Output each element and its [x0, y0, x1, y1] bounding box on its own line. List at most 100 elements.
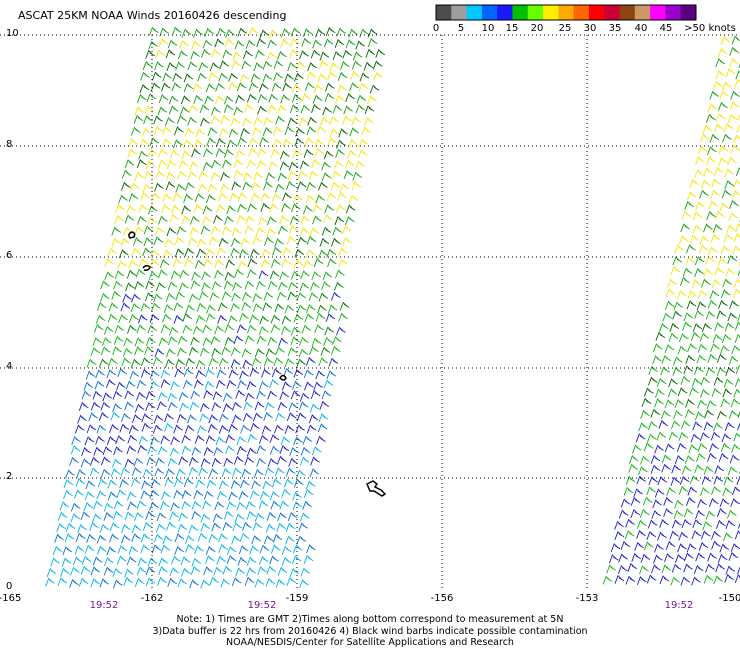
wind-barb: [198, 170, 209, 180]
wind-barb: [140, 544, 151, 554]
wind-barb: [280, 38, 290, 48]
wind-barb: [728, 551, 739, 561]
wind-barb: [276, 50, 287, 60]
wind-barb: [711, 279, 722, 289]
wind-barb: [308, 292, 319, 302]
wind-barb: [363, 117, 374, 127]
wind-barb: [261, 425, 272, 435]
wind-barb: [108, 357, 118, 367]
wind-barb: [287, 511, 298, 521]
wind-barb: [148, 271, 159, 281]
wind-barb: [184, 424, 195, 434]
wind-barb: [232, 414, 242, 424]
wind-barb: [190, 390, 201, 400]
wind-barb: [84, 436, 95, 446]
wind-barb: [153, 115, 163, 125]
wind-barb: [178, 512, 189, 522]
wind-barb: [670, 576, 681, 586]
wind-barb: [70, 502, 81, 512]
wind-barb: [334, 215, 345, 225]
wind-barb: [699, 332, 710, 342]
wind-barb: [159, 27, 170, 37]
wind-barb: [709, 290, 720, 300]
wind-barb: [365, 48, 376, 58]
wind-barb: [264, 236, 274, 246]
wind-barb: [331, 170, 342, 180]
wind-barb: [303, 148, 314, 158]
swath-time: 19:52: [665, 600, 694, 611]
wind-barb: [127, 434, 138, 444]
wind-barb: [281, 545, 292, 555]
wind-barb: [676, 442, 687, 452]
wind-barb: [335, 148, 345, 158]
wind-barb: [281, 28, 291, 38]
wind-barb: [160, 378, 171, 388]
wind-barb: [131, 414, 142, 424]
wind-barb: [681, 210, 692, 220]
wind-barb: [267, 336, 278, 346]
wind-barb: [155, 457, 165, 467]
wind-barb: [249, 490, 260, 500]
wind-barb: [639, 565, 649, 575]
wind-barb: [99, 578, 110, 588]
wind-barb: [187, 170, 198, 180]
wind-barb: [614, 520, 624, 530]
wind-barb: [193, 94, 203, 104]
wind-barb: [313, 257, 324, 267]
wind-barb: [246, 567, 256, 577]
wind-barb: [277, 512, 287, 522]
wind-barb: [131, 293, 141, 303]
wind-barb: [113, 446, 123, 456]
wind-barb: [285, 522, 296, 532]
wind-barb: [176, 114, 187, 124]
wind-barb: [233, 106, 244, 116]
wind-barb: [56, 522, 67, 532]
wind-barb: [279, 390, 290, 400]
wind-barb: [184, 247, 195, 257]
wind-barb: [734, 378, 740, 388]
wind-barb: [298, 522, 309, 532]
wind-barb: [262, 126, 273, 136]
wind-barb: [239, 532, 250, 542]
wind-barb: [128, 313, 139, 323]
wind-barb: [630, 496, 641, 506]
wind-barb: [660, 410, 671, 420]
wind-barb: [634, 541, 644, 551]
wind-barb: [194, 434, 205, 444]
wind-barb: [253, 171, 263, 181]
wind-barb: [144, 346, 154, 356]
wind-barb: [706, 210, 716, 220]
wind-barb: [188, 293, 199, 303]
wind-barb: [251, 181, 262, 191]
wind-barb: [112, 579, 123, 589]
wind-barb: [656, 377, 667, 387]
colorbar-label: 30: [584, 23, 597, 34]
wind-barb: [289, 568, 300, 578]
wind-barb: [650, 408, 661, 418]
wind-barb: [263, 411, 273, 421]
wind-barb: [175, 291, 186, 301]
wind-barb: [203, 490, 214, 500]
wind-barb: [206, 479, 217, 489]
wind-barb: [681, 518, 692, 528]
wind-barb: [252, 126, 262, 136]
wind-barb: [303, 488, 314, 498]
wind-barb: [321, 281, 331, 291]
wind-barb: [178, 160, 189, 170]
wind-barb: [211, 522, 221, 532]
wind-barb: [720, 398, 731, 408]
wind-barb: [221, 467, 232, 477]
wind-barb: [236, 436, 247, 446]
wind-barb: [182, 379, 193, 389]
wind-barb: [181, 500, 192, 510]
wind-barb: [216, 247, 227, 257]
wind-barb: [315, 312, 326, 322]
wind-barb: [321, 161, 331, 171]
wind-barb: [710, 431, 721, 441]
wind-barb: [231, 401, 242, 411]
wind-barb: [181, 489, 192, 499]
wind-barb: [124, 511, 135, 521]
wind-barb: [289, 446, 299, 456]
wind-barb: [177, 578, 188, 588]
wind-barb: [321, 226, 332, 236]
